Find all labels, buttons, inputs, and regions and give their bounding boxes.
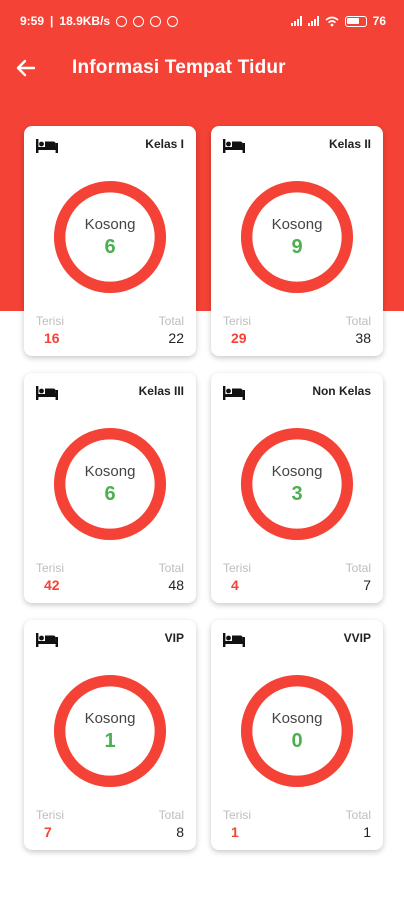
terisi-value: 29 bbox=[231, 330, 247, 346]
battery-icon bbox=[344, 15, 367, 27]
class-name: Non Kelas bbox=[312, 384, 371, 398]
donut-filled-arc bbox=[240, 180, 354, 294]
bed-icon bbox=[36, 139, 58, 153]
total-value: 8 bbox=[176, 824, 184, 840]
donut-filled-arc bbox=[53, 674, 167, 788]
terisi-label: Terisi bbox=[223, 561, 252, 575]
terisi-value: 16 bbox=[44, 330, 60, 346]
kosong-value: 6 bbox=[104, 482, 116, 505]
donut-filled-arc bbox=[53, 427, 167, 541]
bed-donut-chart bbox=[53, 427, 167, 541]
total-label: Total bbox=[158, 808, 184, 822]
network-speed: 18.9KB/s bbox=[59, 14, 111, 28]
terisi-label: Terisi bbox=[36, 314, 65, 328]
terisi-label: Terisi bbox=[223, 808, 252, 822]
donut-filled-arc bbox=[53, 180, 167, 294]
donut-center: Kosong 1 bbox=[53, 674, 167, 788]
bed-card[interactable]: VIP Kosong 1 Terisi 7 Total 8 bbox=[24, 620, 196, 850]
donut-center: Kosong 9 bbox=[240, 180, 354, 294]
bed-card[interactable]: Kelas II Kosong 9 Terisi 29 Total 38 bbox=[211, 126, 383, 356]
bed-donut-chart bbox=[240, 180, 354, 294]
kosong-label: Kosong bbox=[271, 462, 323, 480]
status-divider: | bbox=[50, 14, 54, 28]
kosong-label: Kosong bbox=[84, 215, 136, 233]
bed-donut-chart bbox=[53, 180, 167, 294]
signal-icon bbox=[290, 16, 302, 26]
total-value: 7 bbox=[363, 577, 371, 593]
back-arrow-icon[interactable] bbox=[12, 54, 40, 82]
total-label: Total bbox=[345, 561, 371, 575]
terisi-label: Terisi bbox=[223, 314, 252, 328]
kosong-value: 3 bbox=[291, 482, 303, 505]
terisi-value: 7 bbox=[44, 824, 52, 840]
bed-icon bbox=[223, 139, 245, 153]
signal-icon-2 bbox=[307, 16, 319, 26]
terisi-label: Terisi bbox=[36, 808, 65, 822]
status-time: 9:59 bbox=[20, 14, 45, 28]
bed-donut-chart bbox=[53, 674, 167, 788]
app-bar: Informasi Tempat Tidur bbox=[0, 42, 404, 98]
bed-icon bbox=[36, 386, 58, 400]
total-value: 38 bbox=[355, 330, 371, 346]
donut-center: Kosong 6 bbox=[53, 180, 167, 294]
class-name: Kelas II bbox=[328, 137, 371, 151]
terisi-value: 42 bbox=[44, 577, 60, 593]
class-name: VVIP bbox=[343, 631, 371, 645]
status-bar: 9:59 | 18.9KB/s 76 bbox=[0, 0, 404, 42]
kosong-label: Kosong bbox=[84, 462, 136, 480]
terisi-label: Terisi bbox=[36, 561, 65, 575]
total-value: 1 bbox=[363, 824, 371, 840]
kosong-value: 1 bbox=[104, 729, 116, 752]
app-icon bbox=[150, 15, 162, 27]
bed-card[interactable]: Kelas I Kosong 6 Terisi 16 Total 22 bbox=[24, 126, 196, 356]
bed-card[interactable]: Non Kelas Kosong 3 Terisi 4 Total 7 bbox=[211, 373, 383, 603]
kosong-label: Kosong bbox=[271, 215, 323, 233]
notification-icon bbox=[167, 15, 179, 27]
bed-donut-chart bbox=[240, 674, 354, 788]
bed-icon bbox=[223, 386, 245, 400]
kosong-value: 6 bbox=[104, 235, 116, 258]
wifi-icon bbox=[325, 16, 339, 26]
total-value: 22 bbox=[168, 330, 184, 346]
class-name: VIP bbox=[164, 631, 184, 645]
total-label: Total bbox=[345, 314, 371, 328]
bed-card[interactable]: VVIP Kosong 0 Terisi 1 Total 1 bbox=[211, 620, 383, 850]
kosong-value: 0 bbox=[291, 729, 303, 752]
donut-center: Kosong 6 bbox=[53, 427, 167, 541]
bed-icon bbox=[223, 633, 245, 647]
terisi-value: 1 bbox=[231, 824, 239, 840]
class-name: Kelas III bbox=[138, 384, 184, 398]
kosong-label: Kosong bbox=[84, 709, 136, 727]
status-right: 76 bbox=[290, 14, 386, 28]
status-left: 9:59 | 18.9KB/s bbox=[20, 14, 179, 28]
terisi-value: 4 bbox=[231, 577, 239, 593]
total-label: Total bbox=[158, 314, 184, 328]
donut-center: Kosong 0 bbox=[240, 674, 354, 788]
alarm-icon bbox=[116, 15, 128, 27]
total-value: 48 bbox=[168, 577, 184, 593]
battery-level: 76 bbox=[372, 14, 386, 28]
donut-filled-arc bbox=[240, 674, 354, 788]
total-label: Total bbox=[345, 808, 371, 822]
donut-center: Kosong 3 bbox=[240, 427, 354, 541]
kosong-label: Kosong bbox=[271, 709, 323, 727]
bed-icon bbox=[36, 633, 58, 647]
telegram-icon bbox=[133, 15, 145, 27]
donut-filled-arc bbox=[240, 427, 354, 541]
kosong-value: 9 bbox=[291, 235, 303, 258]
page-title: Informasi Tempat Tidur bbox=[72, 57, 286, 78]
total-label: Total bbox=[158, 561, 184, 575]
class-name: Kelas I bbox=[145, 137, 184, 151]
bed-card[interactable]: Kelas III Kosong 6 Terisi 42 Total 48 bbox=[24, 373, 196, 603]
bed-donut-chart bbox=[240, 427, 354, 541]
